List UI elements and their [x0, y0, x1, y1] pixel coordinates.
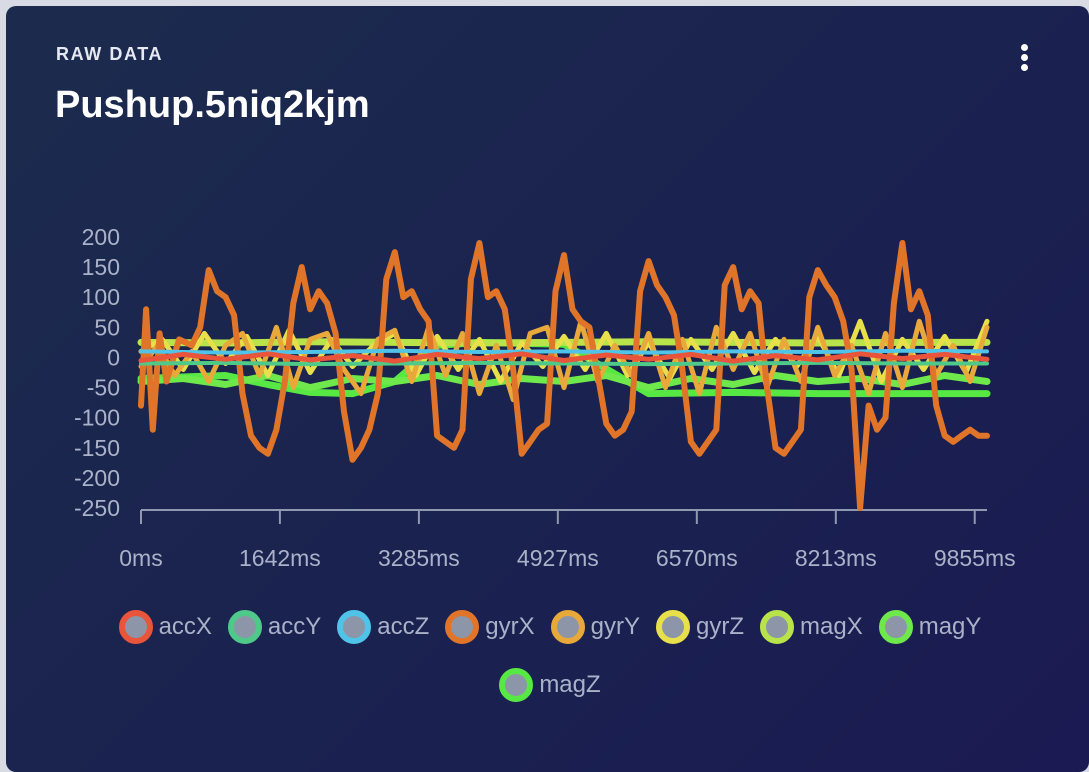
x-tick-label: 0ms	[119, 545, 162, 571]
series-line-accY	[139, 360, 989, 367]
legend-swatch-icon	[550, 610, 585, 644]
legend-label: gyrZ	[696, 613, 745, 640]
legend-swatch-icon	[337, 610, 372, 644]
menu-dot	[1021, 44, 1028, 51]
series-line-accZ	[139, 348, 989, 355]
legend-label: accX	[158, 613, 212, 640]
y-tick-label: 150	[82, 254, 120, 280]
y-axis: 200 150 100 50 0 -50 -100 -150 -200 -250	[74, 224, 120, 521]
legend-swatch-icon	[878, 610, 913, 644]
chart-title: Pushup.5niq2kjm	[55, 84, 370, 126]
legend-swatch-icon	[445, 610, 480, 644]
legend-item-gyrY[interactable]: gyrY	[550, 605, 641, 649]
legend-swatch-icon	[227, 610, 262, 644]
y-tick-label: -150	[74, 435, 120, 461]
y-tick-label: -50	[87, 375, 120, 401]
x-tick-label: 1642ms	[239, 545, 321, 571]
legend-label: gyrX	[485, 613, 535, 640]
menu-dot	[1021, 64, 1028, 71]
series-line-accX	[138, 351, 990, 364]
legend-item-accY[interactable]: accY	[227, 605, 322, 649]
y-tick-label: -100	[74, 405, 120, 431]
more-vertical-icon[interactable]	[1012, 40, 1036, 76]
y-tick-label: 0	[107, 344, 120, 370]
x-axis: 0ms 1642ms 3285ms 4927ms 6570ms 8213ms 9855ms	[119, 509, 1016, 571]
series-line-gyrX	[138, 240, 990, 511]
x-tick-label: 6570ms	[656, 545, 738, 571]
chart-legend: accX accY accZ gyrX gyrY gyrZ magX magY magZ	[60, 605, 1040, 707]
legend-item-magZ[interactable]: magZ	[499, 663, 601, 707]
legend-label: gyrY	[590, 613, 641, 640]
legend-item-gyrX[interactable]: gyrX	[445, 605, 535, 649]
x-tick-label: 8213ms	[795, 545, 877, 571]
legend-item-magX[interactable]: magX	[760, 605, 863, 649]
legend-swatch-icon	[760, 610, 795, 644]
y-tick-label: 200	[82, 224, 120, 250]
y-tick-label: 50	[94, 314, 120, 340]
legend-label: accY	[267, 613, 322, 640]
legend-label: magY	[918, 613, 982, 640]
y-tick-label: -250	[74, 495, 120, 521]
legend-item-magY[interactable]: magY	[878, 605, 982, 649]
legend-label: magZ	[539, 671, 601, 698]
menu-dot	[1021, 54, 1028, 61]
x-tick-label: 4927ms	[517, 545, 599, 571]
legend-label: accZ	[377, 613, 430, 640]
legend-swatch-icon	[499, 668, 534, 702]
legend-item-accZ[interactable]: accZ	[337, 605, 429, 649]
legend-item-gyrZ[interactable]: gyrZ	[656, 605, 744, 649]
y-tick-label: 100	[82, 284, 120, 310]
series-line-magX	[137, 338, 991, 347]
plot-area	[137, 240, 991, 511]
card-eyebrow: RAW DATA	[56, 44, 164, 64]
legend-swatch-icon	[656, 610, 691, 644]
x-tick-label: 9855ms	[934, 545, 1016, 571]
legend-swatch-icon	[118, 610, 153, 644]
x-tick-label: 3285ms	[378, 545, 460, 571]
legend-label: magX	[800, 613, 863, 640]
legend-item-accX[interactable]: accX	[118, 605, 212, 649]
y-tick-label: -200	[74, 465, 120, 491]
